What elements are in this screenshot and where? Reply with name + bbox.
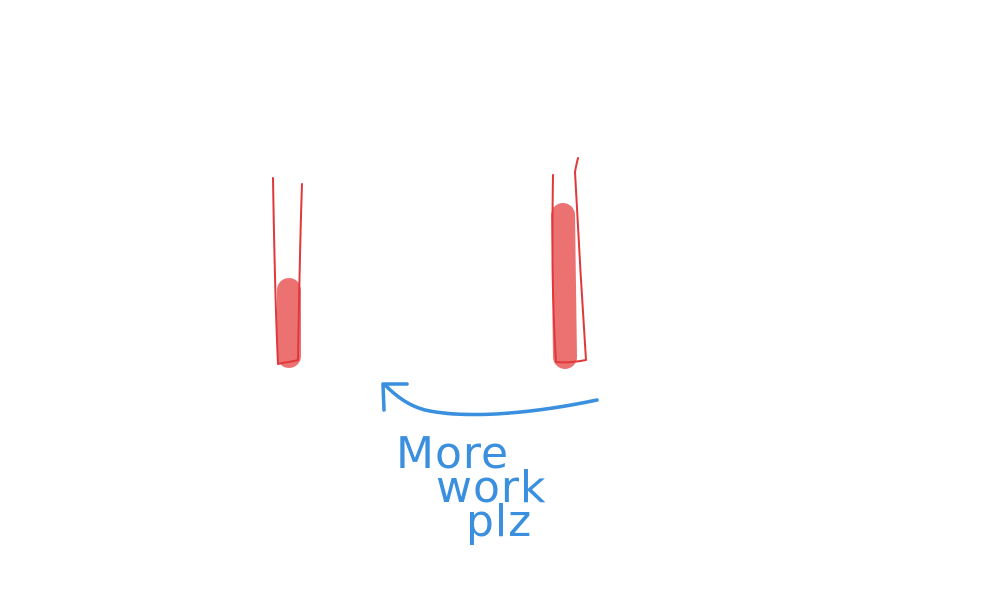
annotation-line-1: More [396,428,510,479]
annotation-line-3: plz [466,496,533,547]
right-tube-outline [551,157,587,364]
transfer-arrow [381,382,599,417]
right-tube-fill [551,203,577,369]
arrow-shaft [383,383,599,417]
left-tube-outline [272,177,303,365]
annotation-line-2: work [436,462,547,513]
right-tube [551,157,587,369]
left-tube [272,177,303,368]
arrow-head-icon [381,382,409,412]
